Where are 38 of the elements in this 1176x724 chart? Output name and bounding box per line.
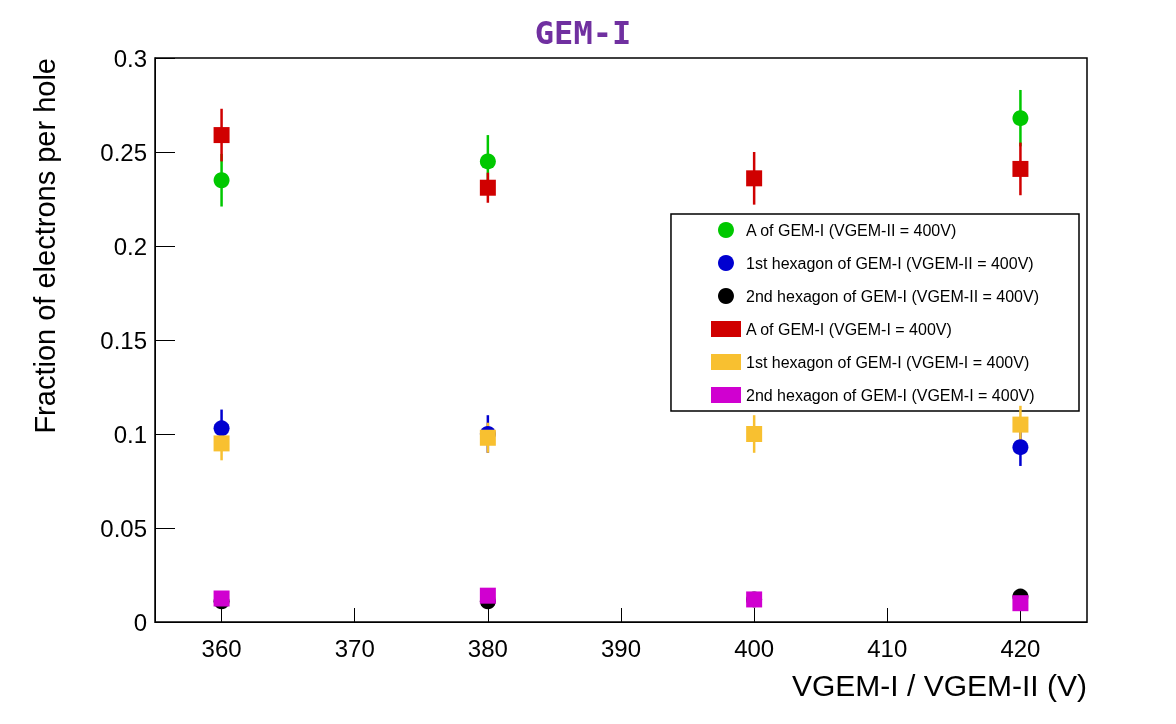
y-tick-label: 0.15 <box>100 326 147 354</box>
point <box>1012 160 1029 177</box>
point <box>213 420 230 437</box>
point <box>746 426 763 442</box>
y-tick-label: 0.05 <box>100 514 147 542</box>
point <box>1012 595 1029 612</box>
point <box>1012 110 1029 127</box>
point <box>746 170 763 187</box>
x-tick-label: 410 <box>867 634 908 662</box>
point <box>213 435 230 452</box>
y-tick-label: 0.3 <box>113 44 147 72</box>
point <box>1012 416 1029 433</box>
point <box>213 127 230 144</box>
x-tick-label: 370 <box>334 634 375 662</box>
legend-label: A of GEM-I (VGEM-I = 400V) <box>745 320 952 338</box>
point <box>1012 439 1029 456</box>
chart-title: GEM-I <box>534 14 632 52</box>
y-axis-title: Fraction of electrons per hole <box>28 58 61 434</box>
point <box>479 429 496 446</box>
x-tick-label: 390 <box>600 634 642 662</box>
legend-label: 2nd hexagon of GEM-I (VGEM-I = 400V) <box>745 386 1035 404</box>
y-tick-label: 0 <box>133 608 147 636</box>
y-tick-label: 0.1 <box>113 420 147 448</box>
legend-label: 1st hexagon of GEM-I (VGEM-I = 400V) <box>745 353 1030 371</box>
x-tick-label: 360 <box>201 634 242 662</box>
point <box>479 179 496 196</box>
point <box>213 172 230 189</box>
y-tick-label: 0.25 <box>100 138 147 166</box>
x-tick-label: 420 <box>1000 634 1041 662</box>
x-axis-title: VGEM-I / VGEM-II (V) <box>791 668 1087 702</box>
point <box>479 153 496 170</box>
x-tick-label: 400 <box>734 634 775 662</box>
point <box>479 587 496 604</box>
legend-label: A of GEM-I (VGEM-II = 400V) <box>745 221 957 239</box>
legend-label: 1st hexagon of GEM-I (VGEM-II = 400V) <box>745 254 1034 272</box>
y-tick-label: 0.2 <box>113 232 147 260</box>
x-tick-label: 380 <box>467 634 508 662</box>
legend-label: 2nd hexagon of GEM-I (VGEM-II = 400V) <box>745 287 1040 305</box>
